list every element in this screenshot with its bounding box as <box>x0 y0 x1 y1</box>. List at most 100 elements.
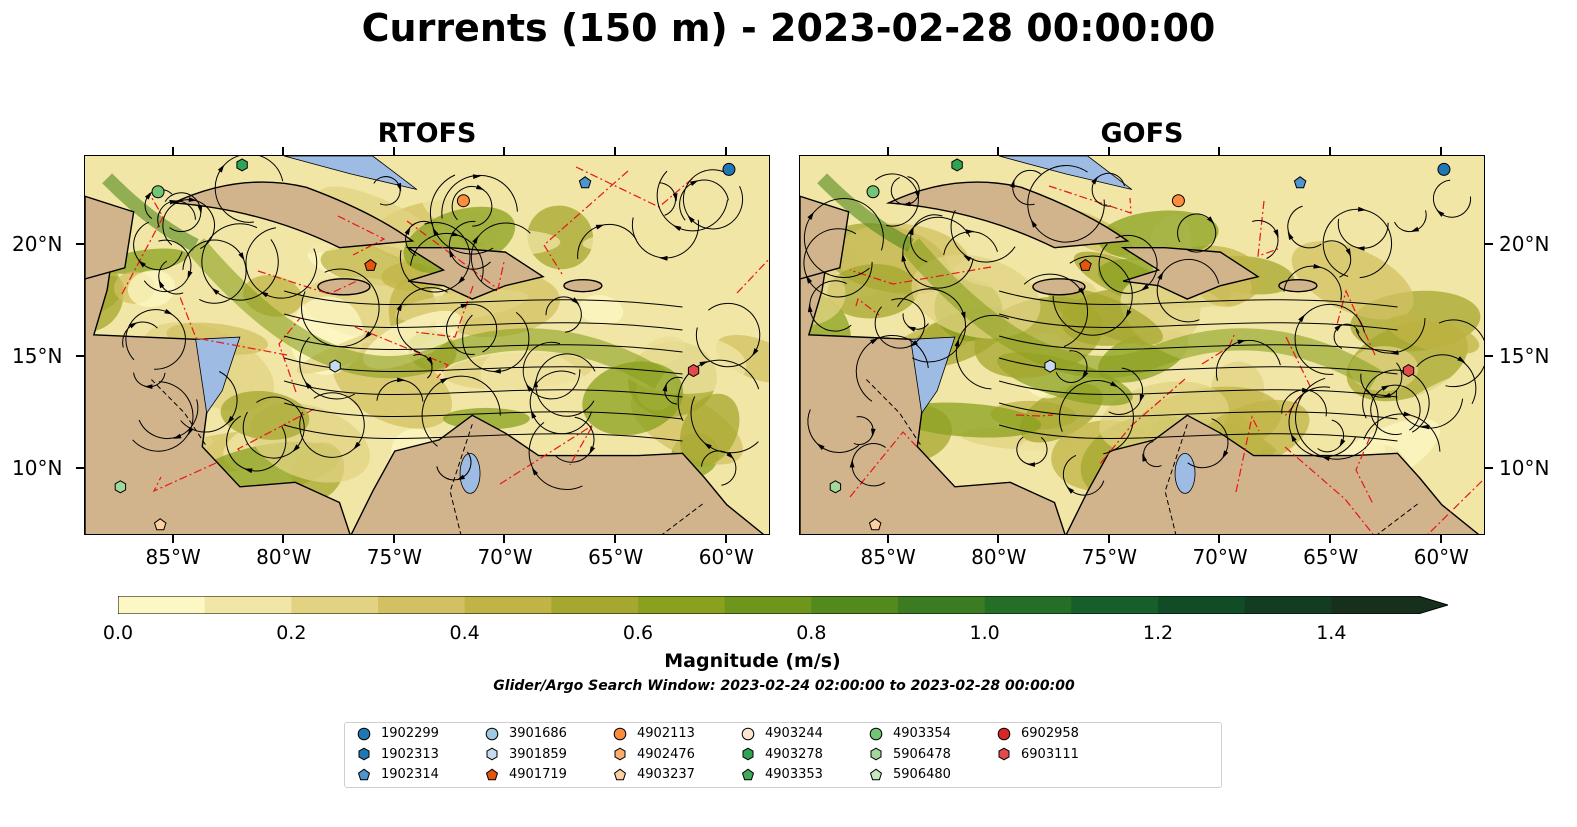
legend-marker-hexagon <box>870 747 882 761</box>
legend-item: 5906478 <box>869 747 951 762</box>
lon-tick-label: 70°W <box>1192 545 1248 569</box>
map-panel-rtofs <box>84 155 770 535</box>
legend-label: 1902299 <box>381 726 439 741</box>
lat-tick-mark <box>76 243 84 246</box>
legend-item: 4903278 <box>741 747 823 762</box>
lon-tick-mark <box>614 147 617 155</box>
colorbar-segment <box>464 596 552 614</box>
lon-tick-mark <box>282 535 285 543</box>
lon-tick-mark <box>997 535 1000 543</box>
lon-tick-mark <box>1218 147 1221 155</box>
float-marker-4903278 <box>236 158 248 172</box>
legend-label: 4902113 <box>637 726 695 741</box>
legend-label: 3901859 <box>509 746 567 762</box>
legend-item: 4903244 <box>741 726 823 741</box>
float-legend: 1902299 1902313 1902314 3901686 3901859 49017… <box>344 722 1222 788</box>
map-panel-gofs <box>799 155 1485 535</box>
colorbar-segment <box>204 596 292 614</box>
legend-item: 3901686 <box>485 726 567 741</box>
legend-label: 5906480 <box>893 767 951 782</box>
float-marker-3901859 <box>329 359 341 373</box>
colorbar-segment <box>1331 596 1419 614</box>
colorbar-extend-arrow <box>1418 596 1448 614</box>
colorbar-tick-label: 0.8 <box>796 622 827 644</box>
lon-tick-mark <box>886 147 889 155</box>
legend-marker-pentagon <box>869 768 883 780</box>
colorbar-tick-label: 0.0 <box>102 622 134 644</box>
lon-tick-label: 75°W <box>366 545 423 569</box>
lon-tick-mark <box>1439 147 1442 155</box>
colorbar-segment <box>984 596 1072 614</box>
lon-tick-mark <box>503 535 506 543</box>
legend-marker-pentagon <box>357 768 371 780</box>
map-canvas <box>800 156 1484 534</box>
lon-tick-mark <box>724 147 727 155</box>
figure-title: Currents (150 m) - 2023-02-28 00:00:00 <box>361 6 1216 50</box>
lon-tick-label: 60°W <box>698 545 754 569</box>
lon-tick-label: 85°W <box>860 545 916 569</box>
colorbar-segment <box>118 596 206 614</box>
lat-tick-mark <box>1485 355 1493 358</box>
lon-tick-label: 70°W <box>477 545 533 569</box>
lon-tick-label: 85°W <box>145 545 201 569</box>
float-marker-4903278 <box>951 158 963 172</box>
legend-label: 4901719 <box>509 767 567 782</box>
legend-marker-circle <box>613 727 627 740</box>
lon-tick-mark <box>1439 535 1442 543</box>
float-marker-1902314 <box>578 176 592 189</box>
lat-tick-mark <box>1485 243 1493 246</box>
float-marker-4903237 <box>868 518 882 531</box>
lon-tick-mark <box>1329 535 1332 543</box>
lon-tick-mark <box>503 147 506 155</box>
legend-item: 4903237 <box>613 767 695 782</box>
float-marker-6903111 <box>1402 364 1415 378</box>
legend-item: 4902476 <box>613 747 695 762</box>
lon-tick-mark <box>997 147 1000 155</box>
lon-tick-label: 75°W <box>1081 545 1138 569</box>
colorbar <box>118 596 1448 614</box>
colorbar-tick-label: 1.0 <box>969 622 1000 644</box>
legend-marker-circle <box>357 727 371 740</box>
search-window-text: Glider/Argo Search Window: 2023-02-24 02… <box>493 678 1075 694</box>
legend-label: 4903244 <box>765 726 823 741</box>
legend-marker-hexagon <box>358 747 370 761</box>
legend-item: 4901719 <box>485 767 567 782</box>
lat-tick-label: 10°N <box>12 455 63 480</box>
legend-item: 4902113 <box>613 726 695 741</box>
panel-title-gofs: GOFS <box>1100 118 1184 149</box>
legend-item: 1902314 <box>357 767 439 782</box>
lat-tick-label: 15°N <box>12 344 63 369</box>
legend-label: 6903111 <box>1021 746 1079 762</box>
lon-tick-mark <box>1218 535 1221 543</box>
colorbar-segment <box>1071 596 1159 614</box>
float-marker-1902299 <box>722 162 736 176</box>
legend-label: 4903354 <box>893 726 951 741</box>
lon-tick-mark <box>886 535 889 543</box>
legend-item: 3901859 <box>485 747 567 762</box>
legend-item: 1902299 <box>357 726 439 741</box>
colorbar-segment <box>1244 596 1332 614</box>
lat-tick-label: 20°N <box>1499 232 1550 257</box>
lat-tick-label: 20°N <box>12 232 63 257</box>
legend-label: 3901686 <box>509 726 567 741</box>
legend-marker-circle <box>741 727 755 740</box>
colorbar-tick-label: 0.4 <box>449 622 480 644</box>
lon-tick-label: 65°W <box>1303 545 1359 569</box>
float-marker-4903354 <box>866 185 880 199</box>
lon-tick-mark <box>392 147 395 155</box>
legend-item: 4903353 <box>741 767 823 782</box>
float-marker-5906478 <box>114 480 127 494</box>
float-marker-4901719 <box>364 258 377 271</box>
legend-label: 4903278 <box>765 746 823 762</box>
legend-label: 4903237 <box>637 767 695 782</box>
float-marker-1902314 <box>1293 176 1307 189</box>
legend-item: 5906480 <box>869 767 951 782</box>
legend-marker-circle <box>869 727 883 740</box>
legend-label: 4903353 <box>765 767 823 782</box>
legend-item: 1902313 <box>357 747 439 762</box>
legend-marker-pentagon <box>613 768 627 780</box>
float-marker-4903354 <box>151 185 165 199</box>
panel-title-rtofs: RTOFS <box>377 118 477 149</box>
lon-tick-mark <box>1329 147 1332 155</box>
lon-tick-mark <box>1107 535 1110 543</box>
